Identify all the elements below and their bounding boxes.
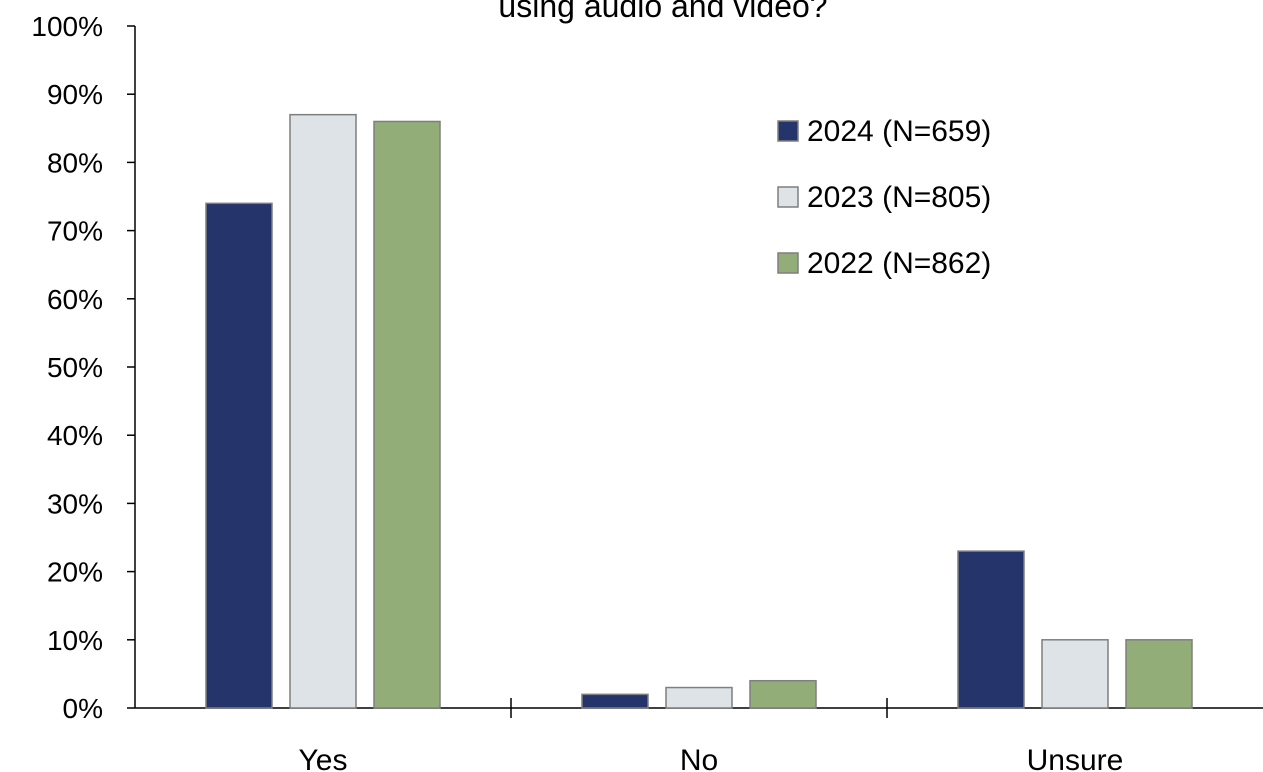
x-category-label: Yes: [299, 744, 348, 772]
bar: [665, 686, 733, 709]
y-tick-label: 40%: [47, 420, 103, 451]
y-tick-label: 50%: [47, 352, 103, 383]
bar: [205, 202, 273, 709]
legend-label: 2022 (N=862): [807, 247, 991, 280]
x-axis: Yes No Unsure: [135, 698, 1263, 772]
y-tick-label: 70%: [47, 216, 103, 247]
bars: [205, 113, 1193, 709]
bar: [289, 113, 357, 709]
x-category-label: No: [680, 744, 718, 772]
y-tick-label: 10%: [47, 625, 103, 656]
bar: [1041, 639, 1109, 709]
bar: [581, 693, 649, 709]
y-tick-label: 100%: [31, 11, 103, 42]
x-category-label: Unsure: [1027, 744, 1124, 772]
y-tick-label: 30%: [47, 488, 103, 519]
chart-title: using audio and video?: [498, 0, 827, 24]
y-tick-label: 20%: [47, 557, 103, 588]
legend-swatch: [777, 120, 799, 142]
bar: [957, 550, 1025, 709]
bar: [373, 120, 441, 709]
legend-label: 2023 (N=805): [807, 181, 991, 214]
legend-swatch: [777, 252, 799, 274]
y-axis: 0% 10% 20% 30% 40% 50% 60% 70% 80% 90% 100%: [31, 11, 136, 724]
bar: [749, 679, 817, 709]
y-tick-label: 60%: [47, 284, 103, 315]
y-tick-label: 90%: [47, 79, 103, 110]
legend-label: 2024 (N=659): [807, 115, 991, 148]
legend-swatch: [777, 186, 799, 208]
legend: 2024 (N=659) 2023 (N=805) 2022 (N=862): [777, 115, 991, 280]
y-tick-label: 80%: [47, 147, 103, 178]
y-tick-label: 0%: [63, 693, 103, 724]
bar: [1125, 639, 1193, 709]
